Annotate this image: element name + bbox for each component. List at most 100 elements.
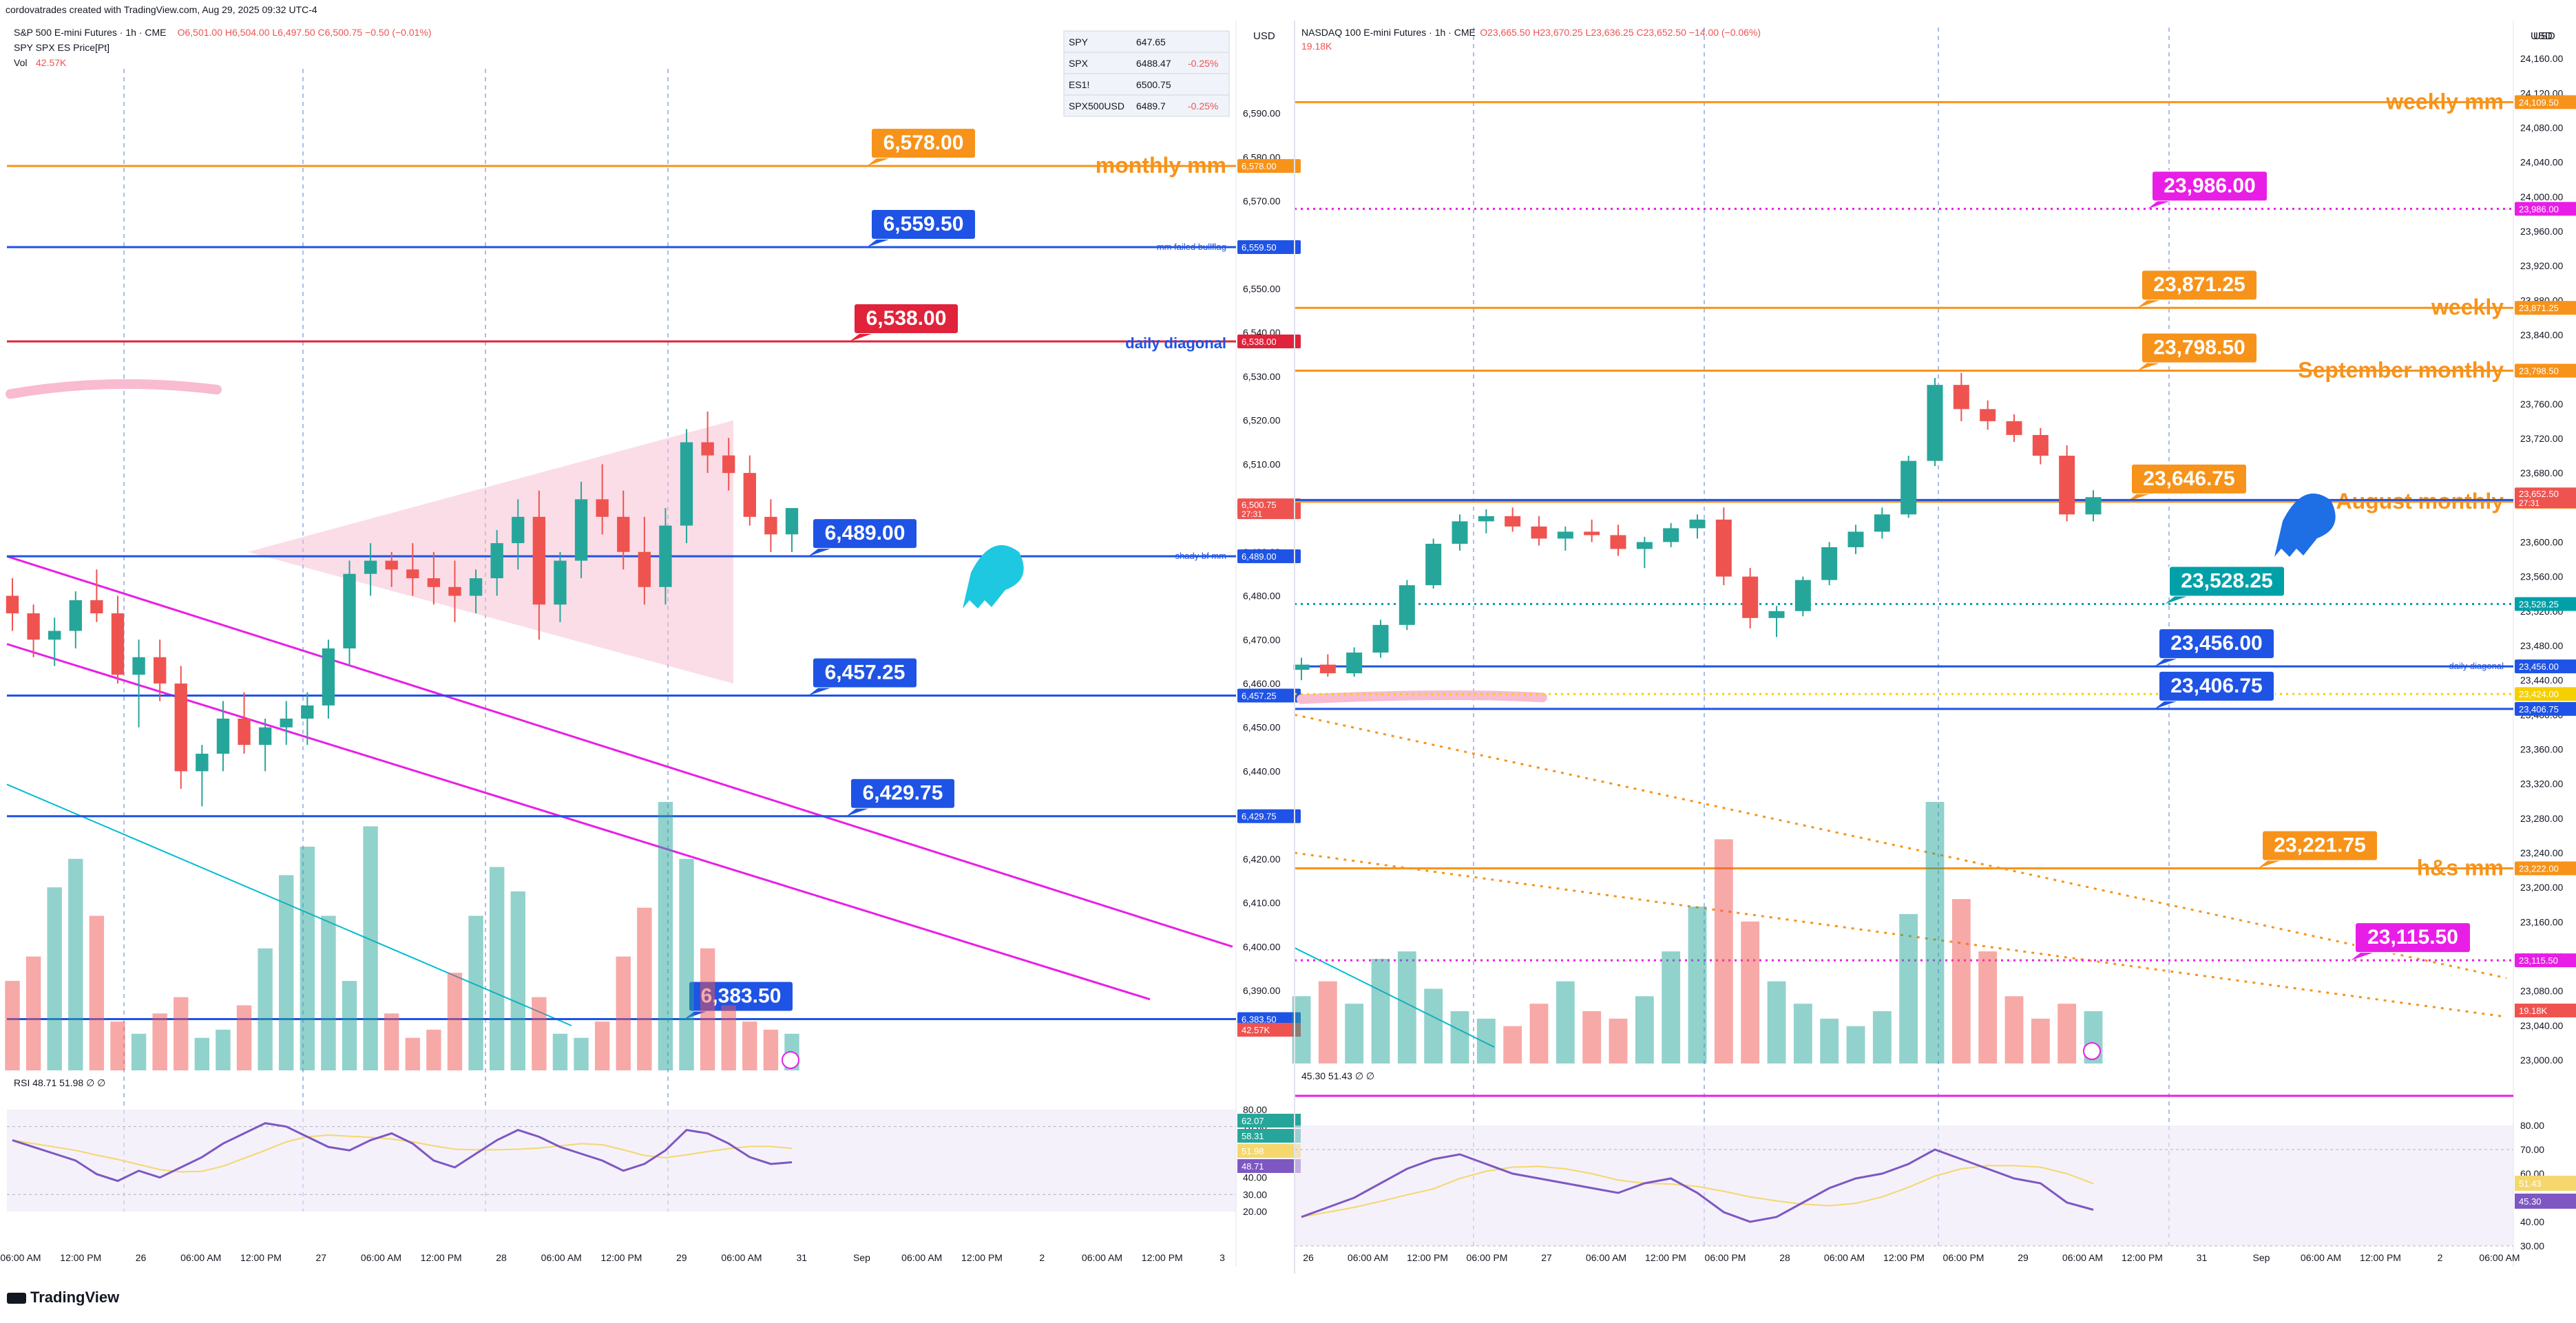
volume-bar <box>279 875 294 1070</box>
watchlist-widget: SPY 647.65 SPX 6488.47 -0.25% ES1! 6500.75 SPX5… <box>1063 30 1230 117</box>
price-callout-text: 23,646.75 <box>2143 467 2234 490</box>
rsi-tag-text: 62.07 <box>1242 1116 1264 1126</box>
price-tick-label: 6,470.00 <box>1243 634 1281 645</box>
watchlist-price: 647.65 <box>1136 36 1166 47</box>
time-tick-label: Sep <box>853 1252 870 1263</box>
volume-bar <box>321 915 336 1070</box>
price-level-tag <box>2515 202 2576 216</box>
watchlist-symbol: SPX <box>1069 58 1089 69</box>
tradingview-brand[interactable]: TradingView <box>7 1289 119 1306</box>
candle-body <box>258 727 272 745</box>
price-tick-label: 6,400.00 <box>1243 941 1281 952</box>
time-tick-label: 12:00 PM <box>601 1252 642 1263</box>
level-annotation: shady bf mm <box>1175 551 1226 561</box>
price-callout-text: 6,538.00 <box>866 307 947 330</box>
level-annotation: h&s mm <box>2417 856 2504 880</box>
volume-bar <box>1662 951 1681 1063</box>
price-level-tag-text: 6,457.25 <box>1242 691 1277 701</box>
volume-bar <box>1714 839 1733 1063</box>
rsi-tick-label: 20.00 <box>1243 1206 1267 1217</box>
rsi-tag-text: 58.31 <box>1242 1131 1264 1141</box>
time-tick-label: 12:00 PM <box>421 1252 462 1263</box>
candle-body <box>174 683 187 772</box>
volume-bar <box>2031 1018 2050 1063</box>
price-level-tag-text: 6,429.75 <box>1242 812 1277 822</box>
candle-body <box>301 705 314 719</box>
time-tick-label: 06:00 AM <box>361 1252 401 1263</box>
volume-bar <box>447 973 463 1070</box>
volume-bar <box>574 1037 589 1070</box>
volume-bar <box>1371 959 1390 1063</box>
watchlist-row <box>1063 94 1230 117</box>
volume-bar <box>384 1013 399 1070</box>
price-tick-label: 23,080.00 <box>2520 986 2563 997</box>
price-tick-label: 23,160.00 <box>2520 916 2563 927</box>
time-tick-label: 06:00 PM <box>1705 1252 1746 1263</box>
candle-body <box>1478 516 1494 522</box>
candle-body <box>1293 664 1310 670</box>
rsi-tag-text: 51.98 <box>1242 1146 1264 1156</box>
volume-tag <box>1237 1023 1301 1037</box>
price-level-tag-text: 23,424.00 <box>2519 689 2559 699</box>
price-tick-label: 23,280.00 <box>2520 813 2563 824</box>
price-tick-label: 6,440.00 <box>1243 765 1281 776</box>
price-level-tag <box>1237 688 1301 703</box>
key-icon <box>963 545 1024 608</box>
price-tick-label: 6,450.00 <box>1243 722 1281 733</box>
price-callout-pointer <box>867 239 889 247</box>
price-callout-text: 23,871.25 <box>2153 273 2245 296</box>
candle-body <box>111 613 125 675</box>
volume-bar <box>532 997 547 1070</box>
candle-body <box>2032 434 2049 456</box>
time-tick-label: 06:00 AM <box>1824 1252 1865 1263</box>
time-tick-label: 06:00 PM <box>1467 1252 1508 1263</box>
candle-body <box>764 516 777 535</box>
price-tick-label: 23,360.00 <box>2520 743 2563 754</box>
candle-body <box>1953 385 1969 410</box>
volume-bar <box>637 907 652 1070</box>
time-tick-label: 12:00 PM <box>2360 1252 2401 1263</box>
candle-body <box>1372 624 1389 653</box>
time-tick-label: 31 <box>2197 1252 2208 1263</box>
price-tick-label: 24,040.00 <box>2520 157 2563 168</box>
volume-bar <box>1793 1004 1812 1063</box>
candle-body <box>1531 526 1547 539</box>
price-callout <box>853 302 959 335</box>
rsi-tag <box>2515 1176 2576 1191</box>
price-level-tag <box>2515 95 2576 109</box>
candle-body <box>1319 664 1336 674</box>
price-level-tag-text: 23,406.75 <box>2519 704 2559 715</box>
watchlist-symbol: ES1! <box>1069 79 1089 90</box>
volume-bar <box>1741 921 1760 1063</box>
rsi-tag <box>1237 1129 1301 1143</box>
volume-bar <box>468 915 483 1070</box>
price-callout-pointer <box>850 333 872 341</box>
volume-bar <box>131 1033 147 1070</box>
current-price-text: 23,652.50 <box>2519 489 2559 499</box>
volume-bar <box>1978 951 1998 1063</box>
price-tick-label: 24,160.00 <box>2520 53 2563 64</box>
price-callout-text: 6,559.50 <box>883 213 964 235</box>
level-annotation: weekly <box>2431 295 2504 319</box>
price-callout-text: 23,986.00 <box>2164 174 2255 197</box>
volume-bar <box>1688 907 1707 1063</box>
volume-legend-value: 42.57K <box>36 57 67 68</box>
candle-body <box>153 657 167 684</box>
price-level-tag <box>2515 701 2576 716</box>
price-tick-label: 6,530.00 <box>1243 371 1281 382</box>
rsi-tag <box>1237 1144 1301 1158</box>
rsi-tick-label: 40.00 <box>2520 1216 2544 1227</box>
price-callout <box>2151 170 2268 202</box>
price-callout-pointer <box>846 808 868 816</box>
price-tick-label: 6,480.00 <box>1243 591 1281 602</box>
price-callout <box>2158 628 2275 660</box>
volume-bar <box>110 1022 125 1070</box>
candle-body <box>1927 385 1943 461</box>
candle-body <box>1689 519 1706 529</box>
price-callout-text: 6,578.00 <box>883 131 964 154</box>
volume-bar <box>216 1029 231 1070</box>
price-callout-text: 23,798.50 <box>2153 336 2245 359</box>
volume-bar <box>1424 988 1443 1063</box>
watchlist-price: 6488.47 <box>1136 58 1171 69</box>
candle-body <box>1980 409 1996 421</box>
